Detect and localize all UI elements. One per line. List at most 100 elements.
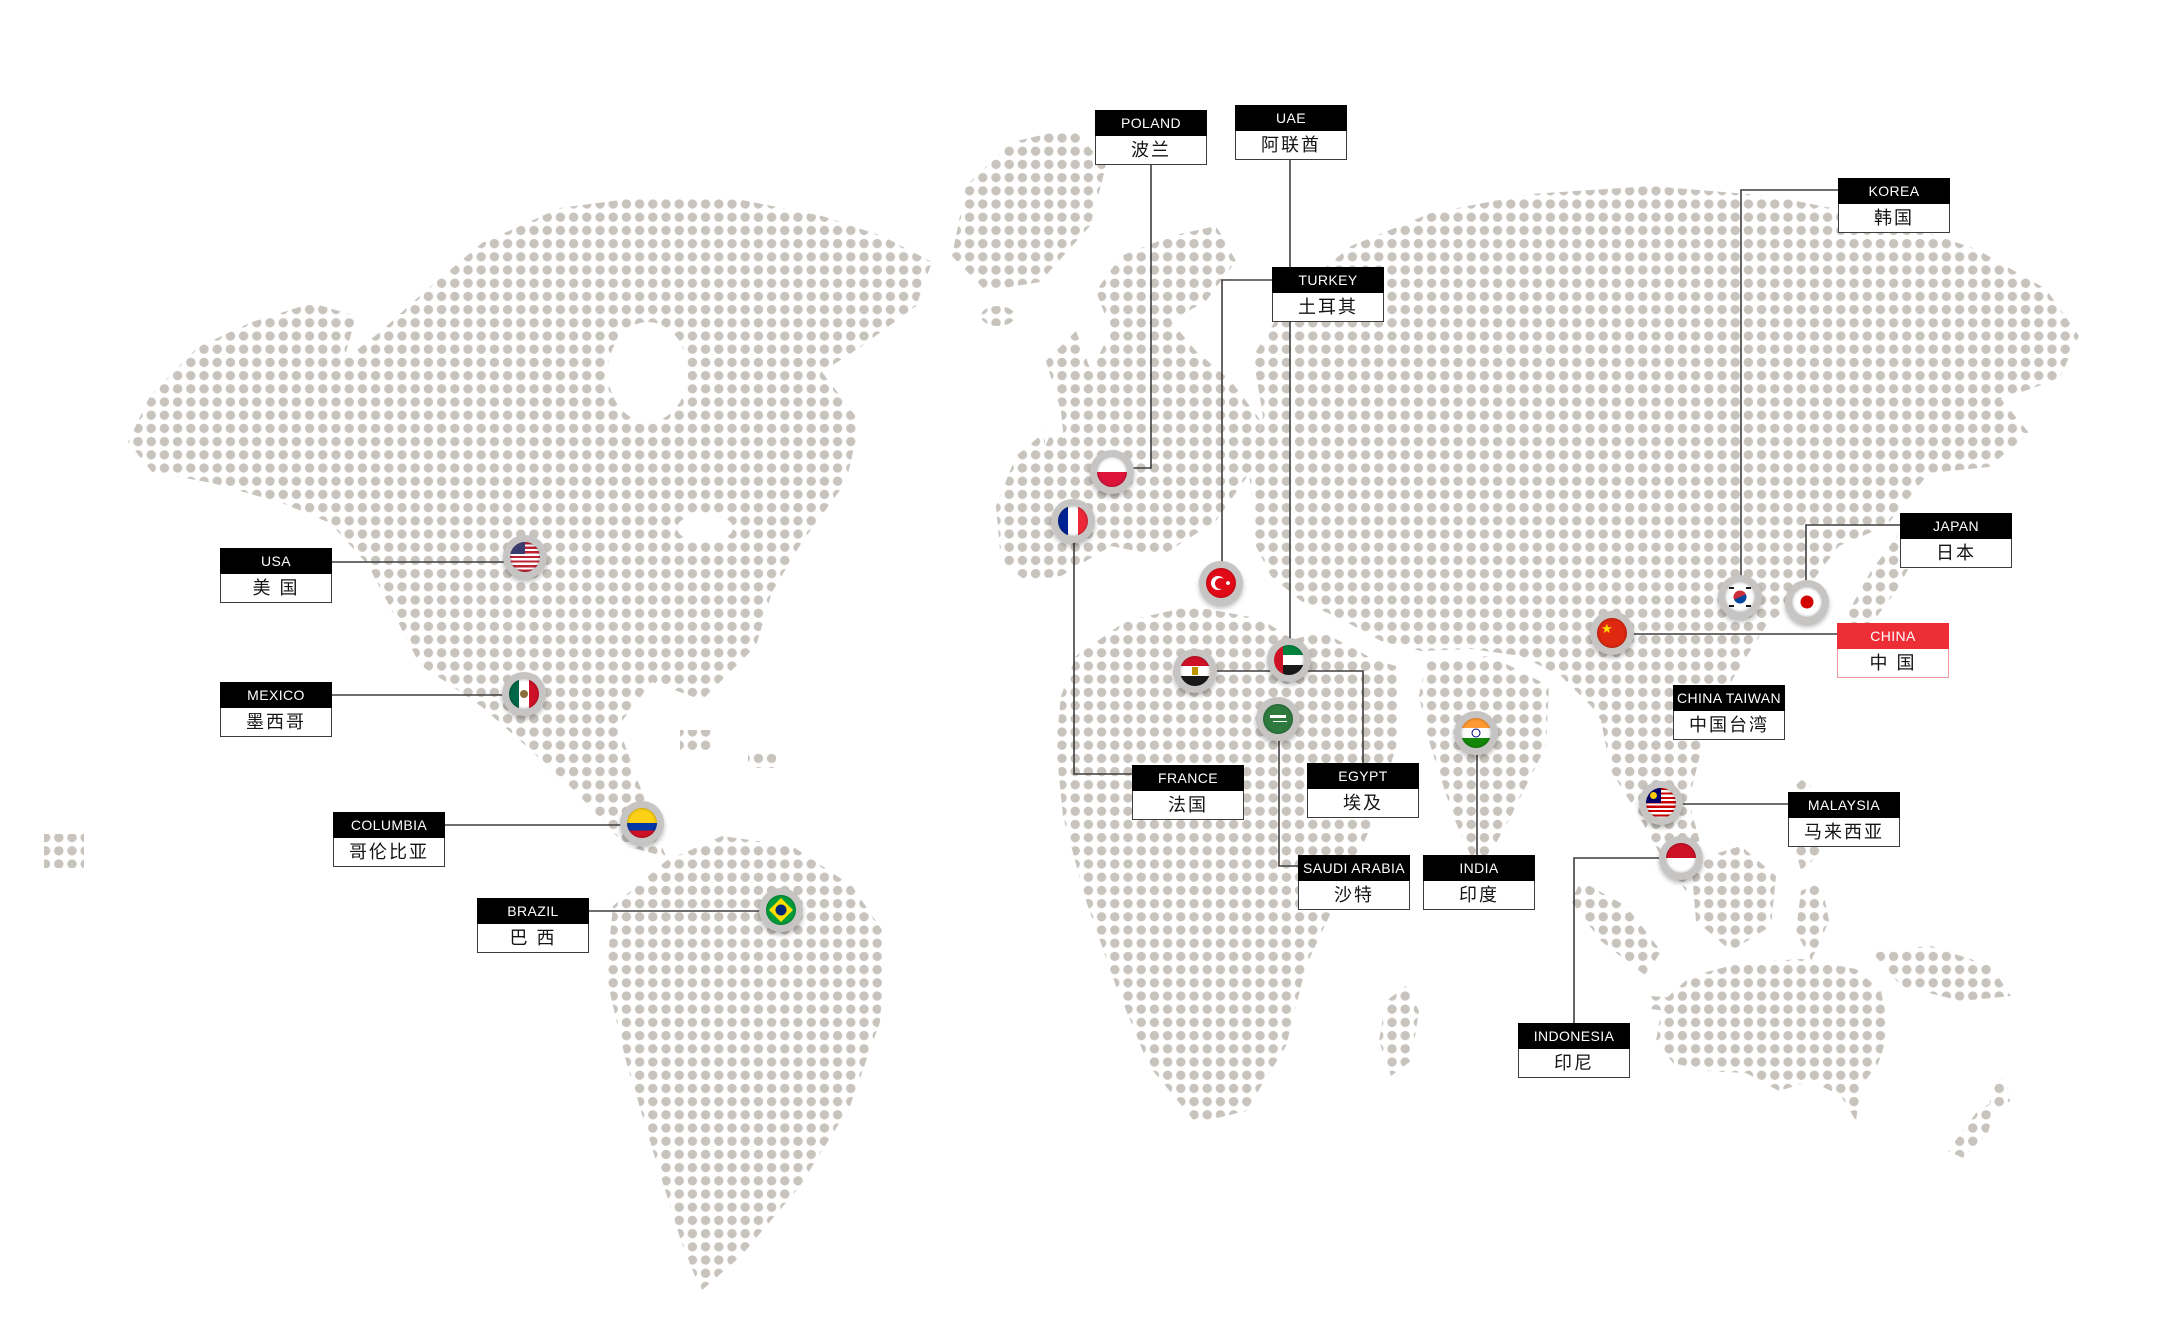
usa-label: USA 美 国 bbox=[220, 548, 332, 603]
poland-name-en: POLAND bbox=[1095, 110, 1207, 136]
uae-flag-marker bbox=[1267, 638, 1311, 682]
japan-label: JAPAN 日本 bbox=[1900, 513, 2012, 568]
poland-connector-line bbox=[1132, 165, 1152, 469]
region-india bbox=[1419, 656, 1549, 874]
india-name-en: INDIA bbox=[1423, 855, 1535, 881]
island-sulawesi bbox=[1796, 881, 1829, 961]
france-name-en: FRANCE bbox=[1132, 765, 1244, 791]
brazil-label: BRAZIL 巴 西 bbox=[477, 898, 589, 953]
indonesia-name-zh: 印尼 bbox=[1518, 1049, 1630, 1078]
korea-name-en: KOREA bbox=[1838, 178, 1950, 204]
malaysia-name-zh: 马来西亚 bbox=[1788, 818, 1900, 847]
indonesia-flag-icon bbox=[1666, 843, 1696, 873]
egypt-connector-line bbox=[1216, 670, 1364, 763]
china-flag-icon bbox=[1597, 618, 1627, 648]
continent-south-america bbox=[606, 836, 886, 1291]
indonesia-label: INDONESIA 印尼 bbox=[1518, 1023, 1630, 1078]
continent-europe bbox=[996, 226, 1261, 581]
uae-name-en: UAE bbox=[1235, 105, 1347, 131]
china-taiwan-name-en: CHINA TAIWAN bbox=[1673, 685, 1785, 711]
turkey-flag-marker bbox=[1199, 561, 1243, 605]
india-name-zh: 印度 bbox=[1423, 881, 1535, 910]
island-uk bbox=[1039, 432, 1070, 503]
japan-flag-icon bbox=[1792, 587, 1822, 617]
korea-connector-line bbox=[1740, 189, 1838, 576]
china-taiwan-name-zh: 中国台湾 bbox=[1673, 711, 1785, 740]
indonesia-connector-line bbox=[1573, 857, 1660, 1023]
japan-flag-marker bbox=[1785, 580, 1829, 624]
columbia-name-en: COLUMBIA bbox=[333, 812, 445, 838]
mexico-flag-marker bbox=[502, 672, 546, 716]
islands-caribbean-1 bbox=[680, 730, 714, 752]
poland-flag-marker bbox=[1090, 450, 1134, 494]
india-flag-marker bbox=[1454, 711, 1498, 755]
hudson-bay-water bbox=[608, 322, 688, 422]
turkey-label: TURKEY 土耳其 bbox=[1272, 267, 1384, 322]
usa-flag-marker bbox=[503, 535, 547, 579]
poland-label: POLAND 波兰 bbox=[1095, 110, 1207, 165]
china-name-zh: 中 国 bbox=[1837, 649, 1949, 678]
france-name-zh: 法国 bbox=[1132, 791, 1244, 820]
saudi-arabia-label: SAUDI ARABIA 沙特 bbox=[1298, 855, 1410, 910]
island-madagascar bbox=[1379, 986, 1419, 1076]
great-lakes-water bbox=[677, 514, 733, 542]
columbia-flag-marker bbox=[620, 801, 664, 845]
continent-greenland bbox=[952, 128, 1106, 291]
uae-flag-icon bbox=[1274, 645, 1304, 675]
mexico-label: MEXICO 墨西哥 bbox=[220, 682, 332, 737]
france-flag-icon bbox=[1058, 506, 1088, 536]
continent-asia bbox=[1249, 186, 2079, 831]
egypt-flag-marker bbox=[1173, 649, 1217, 693]
brazil-name-en: BRAZIL bbox=[477, 898, 589, 924]
japan-name-zh: 日本 bbox=[1900, 539, 2012, 568]
uae-label: UAE 阿联酋 bbox=[1235, 105, 1347, 160]
columbia-flag-icon bbox=[627, 808, 657, 838]
japan-name-en: JAPAN bbox=[1900, 513, 2012, 539]
columbia-label: COLUMBIA 哥伦比亚 bbox=[333, 812, 445, 867]
islands-caribbean-2 bbox=[748, 750, 776, 768]
india-label: INDIA 印度 bbox=[1423, 855, 1535, 910]
korea-flag-icon bbox=[1725, 582, 1755, 612]
islands-pacific bbox=[44, 834, 84, 868]
malaysia-flag-marker bbox=[1639, 781, 1683, 825]
saudi-arabia-flag-icon bbox=[1263, 704, 1293, 734]
island-new-guinea bbox=[1871, 946, 2011, 1001]
usa-name-en: USA bbox=[220, 548, 332, 574]
saudi-arabia-flag-marker bbox=[1256, 697, 1300, 741]
turkey-name-zh: 土耳其 bbox=[1272, 293, 1384, 322]
france-connector-line bbox=[1073, 542, 1132, 775]
saudi-arabia-name-zh: 沙特 bbox=[1298, 881, 1410, 910]
turkey-flag-icon bbox=[1206, 568, 1236, 598]
continent-north-america bbox=[128, 196, 932, 857]
malaysia-name-en: MALAYSIA bbox=[1788, 792, 1900, 818]
malaysia-label: MALAYSIA 马来西亚 bbox=[1788, 792, 1900, 847]
china-name-en: CHINA bbox=[1837, 623, 1949, 649]
mexico-name-en: MEXICO bbox=[220, 682, 332, 708]
continents bbox=[44, 128, 2079, 1291]
france-label: FRANCE 法国 bbox=[1132, 765, 1244, 820]
malaysia-flag-icon bbox=[1646, 788, 1676, 818]
indonesia-name-en: INDONESIA bbox=[1518, 1023, 1630, 1049]
egypt-name-zh: 埃及 bbox=[1307, 789, 1419, 818]
korea-name-zh: 韩国 bbox=[1838, 204, 1950, 233]
korea-label: KOREA 韩国 bbox=[1838, 178, 1950, 233]
indonesia-flag-marker bbox=[1659, 836, 1703, 880]
china-taiwan-label: CHINA TAIWAN 中国台湾 bbox=[1673, 685, 1785, 740]
egypt-label: EGYPT 埃及 bbox=[1307, 763, 1419, 818]
island-borneo bbox=[1691, 846, 1776, 951]
island-iceland bbox=[981, 306, 1015, 326]
china-flag-marker bbox=[1590, 611, 1634, 655]
usa-flag-icon bbox=[510, 542, 540, 572]
saudi-arabia-name-en: SAUDI ARABIA bbox=[1298, 855, 1410, 881]
mexico-name-zh: 墨西哥 bbox=[220, 708, 332, 737]
uae-name-zh: 阿联酋 bbox=[1235, 131, 1347, 160]
brazil-flag-icon bbox=[766, 895, 796, 925]
island-sumatra bbox=[1571, 881, 1661, 976]
china-label: CHINA 中 国 bbox=[1837, 623, 1949, 678]
turkey-connector-line bbox=[1221, 279, 1272, 562]
egypt-name-en: EGYPT bbox=[1307, 763, 1419, 789]
columbia-name-zh: 哥伦比亚 bbox=[333, 838, 445, 867]
